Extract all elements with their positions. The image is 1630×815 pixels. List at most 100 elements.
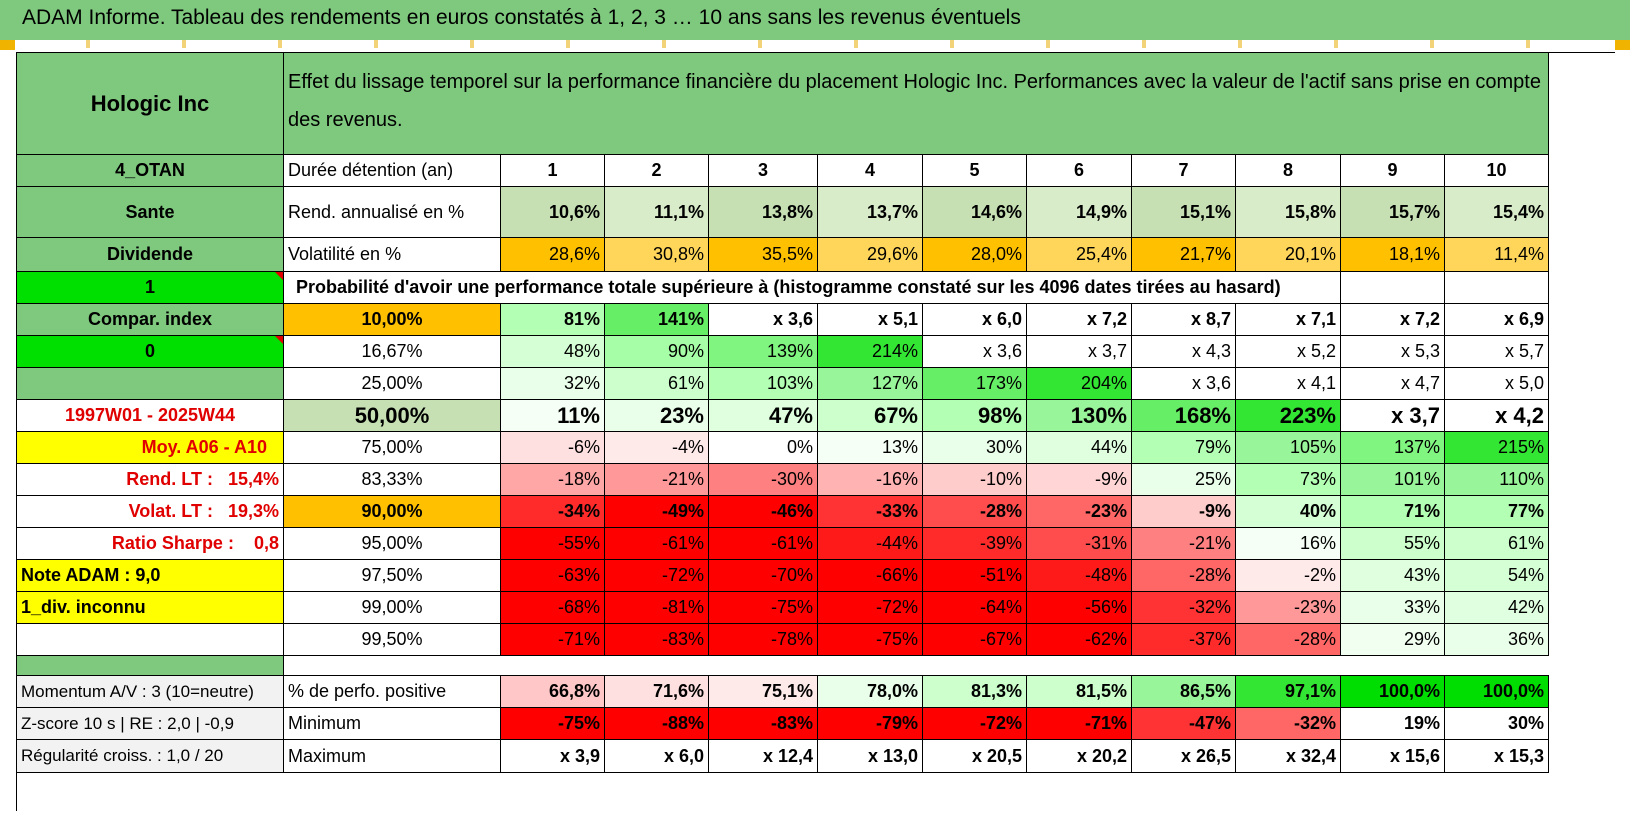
momentum-label: Momentum A/V : 3 (10=neutre) bbox=[17, 676, 284, 708]
maximum-cell: x 6,0 bbox=[605, 740, 709, 773]
annualized-return-cell: 15,4% bbox=[1445, 187, 1549, 238]
probability-cell: 81% bbox=[501, 304, 605, 336]
probability-cell: 130% bbox=[1027, 400, 1132, 432]
probability-threshold: 16,67% bbox=[284, 336, 501, 368]
positive-perf-cell: 100,0% bbox=[1445, 676, 1549, 708]
probability-cell: -61% bbox=[605, 528, 709, 560]
annualized-return-cell: 11,1% bbox=[605, 187, 709, 238]
probability-cell: -28% bbox=[1236, 624, 1341, 656]
minimum-cell: 30% bbox=[1445, 708, 1549, 740]
probability-cell: 141% bbox=[605, 304, 709, 336]
dividend-status: 1_div. inconnu bbox=[17, 592, 284, 624]
probability-cell: -64% bbox=[923, 592, 1027, 624]
probability-cell: x 3,6 bbox=[709, 304, 818, 336]
probability-cell: 103% bbox=[709, 368, 818, 400]
volatility-cell: 11,4% bbox=[1445, 238, 1549, 272]
sharpe-label: Ratio Sharpe : bbox=[111, 533, 234, 553]
probability-cell: 61% bbox=[605, 368, 709, 400]
probability-cell: -21% bbox=[1132, 528, 1236, 560]
probability-cell: -33% bbox=[818, 496, 923, 528]
annualized-return-cell: 15,1% bbox=[1132, 187, 1236, 238]
probability-cell: 30% bbox=[923, 432, 1027, 464]
probability-cell: -81% bbox=[605, 592, 709, 624]
probability-cell: -37% bbox=[1132, 624, 1236, 656]
maximum-cell: x 20,2 bbox=[1027, 740, 1132, 773]
probability-cell: x 7,1 bbox=[1236, 304, 1341, 336]
probability-cell: -10% bbox=[923, 464, 1027, 496]
probability-cell: 55% bbox=[1341, 528, 1445, 560]
probability-cell: 101% bbox=[1341, 464, 1445, 496]
minimum-cell: -79% bbox=[818, 708, 923, 740]
moy-label: Moy. A06 - A10 bbox=[17, 432, 284, 464]
probability-cell: x 4,2 bbox=[1445, 400, 1549, 432]
probability-cell: -83% bbox=[605, 624, 709, 656]
positive-perf-label: % de perfo. positive bbox=[284, 676, 501, 708]
probability-cell: 215% bbox=[1445, 432, 1549, 464]
probability-cell: -49% bbox=[605, 496, 709, 528]
probability-cell: -44% bbox=[818, 528, 923, 560]
maximum-cell: x 3,9 bbox=[501, 740, 605, 773]
probability-cell: -46% bbox=[709, 496, 818, 528]
probability-cell: 16% bbox=[1236, 528, 1341, 560]
probability-cell: -28% bbox=[1132, 560, 1236, 592]
period-label: 1997W01 - 2025W44 bbox=[17, 400, 284, 432]
corner-marker-left bbox=[0, 40, 15, 50]
minimum-cell: -75% bbox=[501, 708, 605, 740]
probability-cell: -56% bbox=[1027, 592, 1132, 624]
year-header-2: 2 bbox=[605, 155, 709, 187]
probability-cell: 73% bbox=[1236, 464, 1341, 496]
probability-cell: -30% bbox=[709, 464, 818, 496]
probability-cell: 11% bbox=[501, 400, 605, 432]
probability-cell: 127% bbox=[818, 368, 923, 400]
probability-cell: x 4,7 bbox=[1341, 368, 1445, 400]
annualized-return-cell: 10,6% bbox=[501, 187, 605, 238]
volatility-cell: 20,1% bbox=[1236, 238, 1341, 272]
volat-lt: Volat. LT : 19,3% bbox=[17, 496, 284, 528]
year-header-9: 9 bbox=[1341, 155, 1445, 187]
volatility-cell: 29,6% bbox=[818, 238, 923, 272]
report-title: ADAM Informe. Tableau des rendements en … bbox=[22, 6, 1021, 29]
maximum-cell: x 15,6 bbox=[1341, 740, 1445, 773]
maximum-cell: x 32,4 bbox=[1236, 740, 1341, 773]
probability-cell: -75% bbox=[709, 592, 818, 624]
adam-note: Note ADAM : 9,0 bbox=[17, 560, 284, 592]
probability-cell: 90% bbox=[605, 336, 709, 368]
probability-cell: 71% bbox=[1341, 496, 1445, 528]
probability-cell: -6% bbox=[501, 432, 605, 464]
title-bar: ADAM Informe. Tableau des rendements en … bbox=[0, 0, 1630, 40]
probability-cell: -23% bbox=[1236, 592, 1341, 624]
spacer-green bbox=[17, 656, 284, 676]
probability-cell: -39% bbox=[923, 528, 1027, 560]
probability-cell: -63% bbox=[501, 560, 605, 592]
probability-threshold: 83,33% bbox=[284, 464, 501, 496]
corner-marker-right bbox=[1615, 40, 1630, 50]
probability-cell: x 5,3 bbox=[1341, 336, 1445, 368]
probability-cell: 137% bbox=[1341, 432, 1445, 464]
positive-perf-cell: 81,3% bbox=[923, 676, 1027, 708]
volat-lt-label: Volat. LT : bbox=[128, 501, 213, 521]
probability-cell: 110% bbox=[1445, 464, 1549, 496]
compar-index-label: Compar. index bbox=[17, 304, 284, 336]
probability-cell: -32% bbox=[1132, 592, 1236, 624]
table-description: Effet du lissage temporel sur la perform… bbox=[284, 53, 1549, 155]
sharpe-value: 0,8 bbox=[253, 533, 279, 553]
maximum-cell: x 12,4 bbox=[709, 740, 818, 773]
probability-cell: 29% bbox=[1341, 624, 1445, 656]
probability-header: Probabilité d'avoir une performance tota… bbox=[284, 272, 1341, 304]
empty-cell bbox=[1445, 272, 1549, 304]
annualized-return-label: Rend. annualisé en % bbox=[284, 187, 501, 238]
probability-cell: -9% bbox=[1132, 496, 1236, 528]
minimum-cell: -88% bbox=[605, 708, 709, 740]
probability-cell: 214% bbox=[818, 336, 923, 368]
volatility-cell: 18,1% bbox=[1341, 238, 1445, 272]
probability-cell: -66% bbox=[818, 560, 923, 592]
probability-cell: 204% bbox=[1027, 368, 1132, 400]
probability-cell: -48% bbox=[1027, 560, 1132, 592]
minimum-cell: -83% bbox=[709, 708, 818, 740]
probability-cell: x 7,2 bbox=[1027, 304, 1132, 336]
probability-cell: 25% bbox=[1132, 464, 1236, 496]
probability-cell: x 5,0 bbox=[1445, 368, 1549, 400]
probability-cell: x 8,7 bbox=[1132, 304, 1236, 336]
spacer-row bbox=[284, 656, 1549, 676]
sector-label: Sante bbox=[17, 187, 284, 238]
